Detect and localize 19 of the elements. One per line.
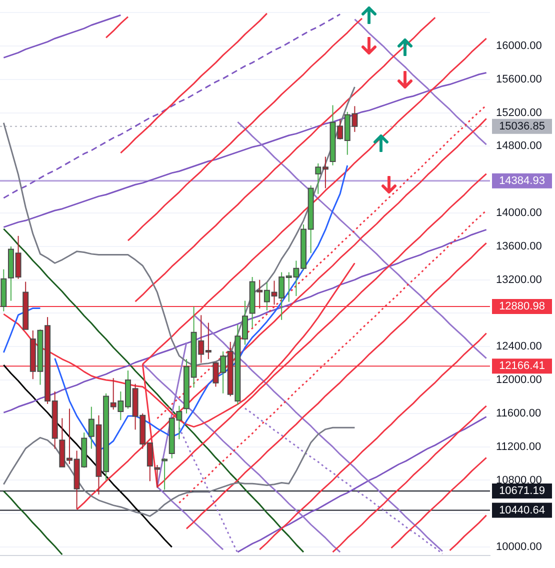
y-tick-label: 12400.00: [496, 340, 542, 353]
y-tick-label: 14800.00: [496, 140, 542, 152]
y-tick-label: 15600.00: [496, 73, 542, 86]
ref-line-label: 12166.41: [499, 360, 545, 372]
ref-line-label: 12880.98: [499, 300, 545, 312]
y-tick-label: 11200.00: [496, 440, 542, 453]
y-tick-label: 13200.00: [496, 274, 542, 286]
y-tick-label: 13600.00: [496, 240, 542, 252]
y-tick-label: 12000.00: [496, 374, 542, 386]
y-tick-label: 10000.00: [496, 541, 542, 554]
ref-line-label: 10671.19: [499, 485, 545, 498]
ref-line-label: 14384.93: [499, 174, 545, 187]
y-tick-label: 14000.00: [496, 207, 542, 220]
ref-line-label: 10440.64: [499, 504, 545, 516]
y-tick-label: 16000.00: [496, 40, 542, 52]
ref-line-label: 15036.85: [499, 120, 545, 132]
y-tick-label: 10800.00: [496, 474, 542, 486]
y-tick-label: 15200.00: [496, 106, 542, 119]
y-tick-label: 11600.00: [496, 407, 542, 420]
